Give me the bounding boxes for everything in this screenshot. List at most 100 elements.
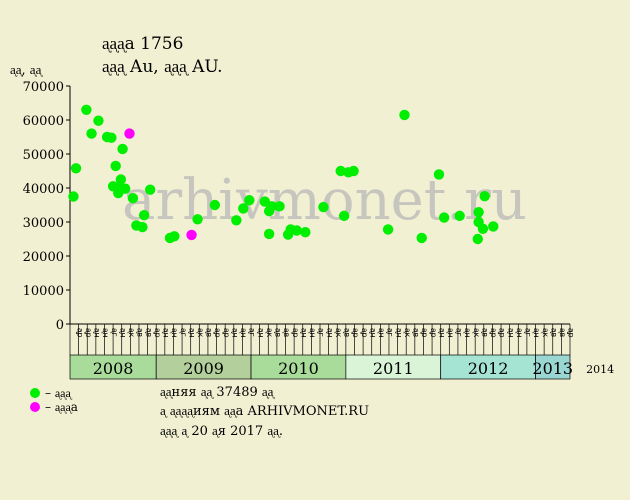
data-point (110, 160, 121, 172)
year-label-2014: 2014 (586, 363, 614, 376)
month-label: ᶏн (118, 328, 127, 338)
month-label: ᶏр (222, 328, 231, 338)
month-label: ᶏр (429, 328, 438, 338)
month-label: ᶏв (282, 328, 291, 337)
data-point (382, 224, 394, 235)
y-axis-unit: ᶏᶏ, ᶏᶏ (10, 63, 44, 78)
data-point (169, 231, 180, 242)
month-label: ᶏн (170, 328, 179, 338)
y-tick-label: 0 (56, 318, 64, 333)
watermark: arhivmonet.ru (122, 168, 527, 233)
month-label: ᶏв (144, 328, 153, 337)
data-point (81, 104, 92, 116)
month-label: ᶏг (386, 328, 395, 337)
footer-line-source: ᶏ ᶏᶏᶏᶏиям ᶏᶏа ARHIVMONET.RU (160, 404, 369, 419)
year-band-2010 (250, 354, 347, 380)
data-point (454, 210, 465, 222)
data-points (68, 104, 499, 245)
y-tick-label: 50000 (23, 148, 64, 163)
footer-line-average: ᶏᶏняя ᶏᶏ 37489 ᶏᶏ (160, 385, 276, 400)
month-label: ᶏр (153, 328, 162, 338)
month-label: ᶏн (187, 328, 196, 338)
data-point (231, 215, 242, 226)
month-label: ᶏр (213, 328, 222, 338)
data-point (68, 191, 79, 202)
month-label: ᶏн (162, 328, 171, 338)
y-tick-label: 30000 (23, 216, 64, 231)
data-point (433, 169, 445, 180)
y-tick-label: 40000 (23, 182, 64, 197)
month-label: ᶏн (101, 328, 110, 338)
legend: – ᶏᶏᶏ – ᶏᶏᶏа (30, 386, 78, 414)
data-point (318, 201, 329, 213)
month-label: ᶏн (368, 328, 377, 338)
data-point (399, 109, 410, 121)
data-point (338, 210, 350, 222)
year-band-2009 (155, 354, 252, 380)
footer-notes: ᶏᶏняя ᶏᶏ 37489 ᶏᶏ ᶏ ᶏᶏᶏᶏиям ᶏᶏа ARHIVMON… (160, 385, 369, 439)
month-label: ᶏн (532, 328, 541, 338)
y-tick-label: 60000 (23, 114, 64, 129)
year-band-2012 (440, 354, 536, 380)
data-point (291, 225, 302, 236)
data-point (348, 165, 359, 177)
year-band-2013 (535, 354, 571, 380)
year-label-2009: 2009 (183, 359, 224, 378)
data-point (416, 232, 427, 244)
month-label: ᶏк (472, 328, 481, 337)
month-label: ᶏн (437, 328, 446, 338)
year-band-2008 (69, 354, 157, 380)
month-label: ᶏк (196, 328, 205, 337)
month-label: ᶏг (110, 328, 119, 337)
month-label: ᶏк (334, 328, 343, 337)
data-point (244, 195, 255, 206)
month-label: ᶏн (256, 328, 265, 338)
data-point (488, 221, 499, 232)
footer-line-date: ᶏᶏᶏ ᶏ 20 ᶏя 2017 ᶏᶏ. (160, 424, 283, 439)
month-label: ᶏр (75, 328, 84, 338)
month-label: ᶏр (567, 328, 576, 338)
legend-item-highlight: – ᶏᶏᶏа (30, 400, 78, 414)
data-point-highlight (124, 128, 135, 139)
chart-title: ᶏᶏᶏа 1756 (102, 34, 183, 54)
legend-label-highlight: – ᶏᶏᶏа (45, 400, 78, 414)
month-label: ᶏв (136, 328, 145, 337)
month-label: ᶏн (308, 328, 317, 338)
data-point (144, 184, 156, 195)
data-point (335, 165, 346, 177)
month-label: ᶏн (239, 328, 248, 338)
data-point-highlight (186, 229, 197, 241)
month-label: ᶏк (265, 328, 274, 337)
month-label: ᶏн (325, 328, 334, 338)
data-point (192, 214, 203, 225)
year-label-2012: 2012 (468, 359, 509, 378)
month-label: ᶏв (205, 328, 214, 337)
data-point (238, 203, 249, 214)
data-point (70, 163, 82, 174)
y-axis: 0 10000 20000 30000 40000 50000 60000 70000 (23, 80, 70, 333)
legend-label-sold: – ᶏᶏᶏ (45, 386, 72, 400)
data-point (479, 190, 490, 202)
y-tick-label: 10000 (23, 284, 64, 299)
y-tick-label: 20000 (23, 250, 64, 265)
year-label-2013: 2013 (532, 359, 573, 378)
data-point (137, 221, 148, 233)
legend-marker-sold (30, 388, 40, 398)
month-label: ᶏк (403, 328, 412, 337)
month-label: ᶏн (463, 328, 472, 338)
month-label: ᶏн (93, 328, 102, 338)
month-label: ᶏр (291, 328, 300, 338)
month-label: ᶏв (412, 328, 421, 337)
month-label: ᶏн (394, 328, 403, 338)
data-point (119, 183, 131, 194)
month-label: ᶏн (515, 328, 524, 338)
data-point (472, 233, 483, 245)
data-point (300, 227, 311, 238)
x-axis-years: 2008 2009 2010 2011 2012 2013 2014 (69, 354, 614, 380)
data-point (263, 228, 275, 240)
month-label: ᶏв (274, 328, 283, 337)
data-point (115, 174, 127, 185)
month-label: ᶏв (343, 328, 352, 337)
data-point (266, 201, 277, 212)
month-label: ᶏг (455, 328, 464, 337)
